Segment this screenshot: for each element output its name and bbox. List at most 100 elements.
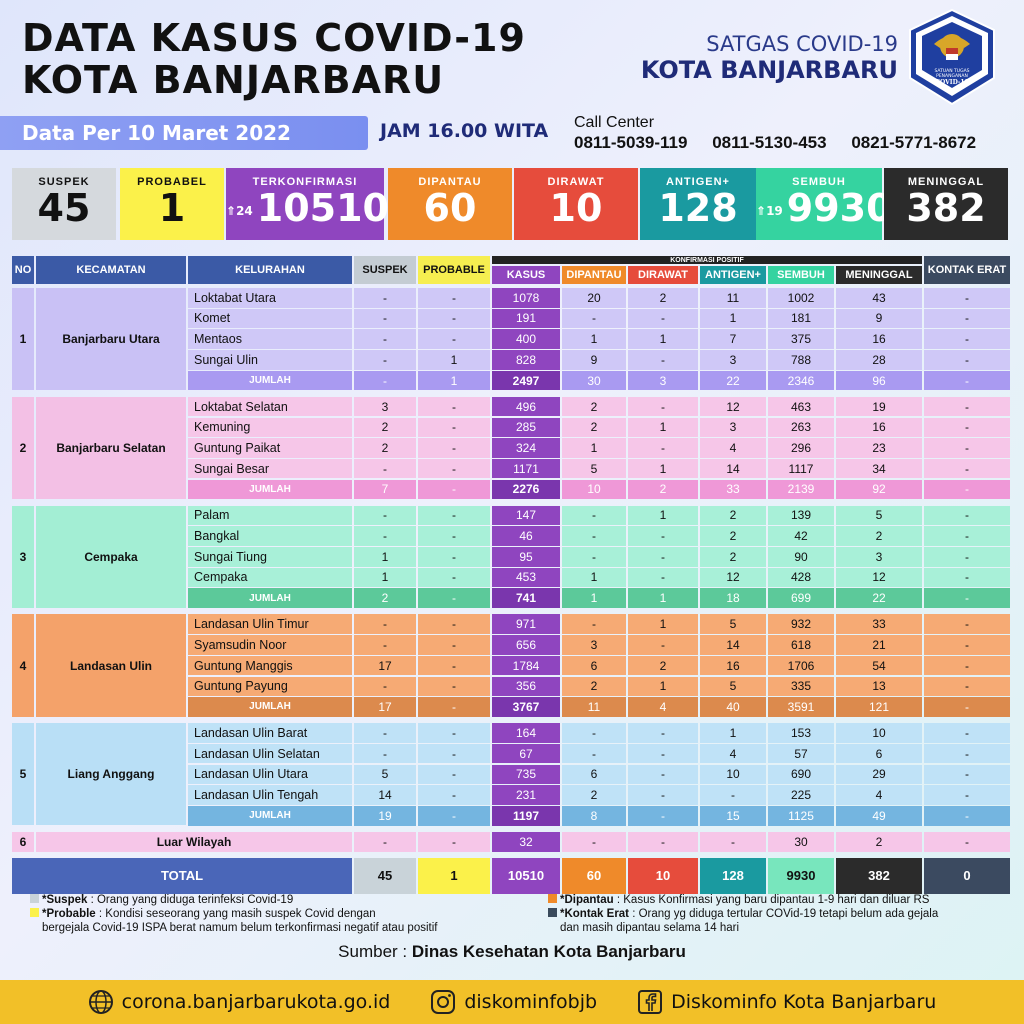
table-cell: 735	[492, 764, 560, 785]
table-cell: 153	[768, 723, 834, 743]
table-cell: 11	[700, 288, 766, 308]
table-cell: -	[418, 308, 490, 329]
footer-website[interactable]: corona.banjarbarukota.go.id	[88, 989, 390, 1015]
subtotal-cell: 2139	[768, 479, 834, 500]
table-cell: 5	[562, 458, 626, 479]
table-cell: -	[628, 832, 698, 852]
table-cell: -	[924, 526, 1010, 546]
table-cell: 1	[700, 723, 766, 743]
grand-total-cell: 9930	[768, 857, 834, 894]
svg-text:PENANGANAN: PENANGANAN	[936, 73, 968, 79]
footer-instagram-text: diskominfobjb	[464, 991, 598, 1013]
table-cell: 29	[836, 764, 922, 785]
table-cell: 6	[562, 655, 626, 676]
table-cell: 17	[354, 655, 416, 676]
column-header: KELURAHAN	[188, 256, 352, 284]
subtotal-cell: 3	[628, 370, 698, 391]
table-cell: -	[924, 396, 1010, 417]
table-cell: -	[418, 547, 490, 567]
table-cell: 1	[628, 676, 698, 696]
summary-value: 9930	[786, 186, 893, 230]
kelurahan-name: Guntung Paikat	[188, 438, 352, 458]
table-cell: -	[354, 676, 416, 696]
table-cell: -	[418, 396, 490, 417]
table-cell: -	[628, 350, 698, 370]
summary-box-sembuh: SEMBUH ⇑19 9930	[756, 168, 893, 240]
table-cell: 12	[700, 396, 766, 417]
table-cell: 1002	[768, 288, 834, 308]
subtotal-cell: 19	[354, 806, 416, 826]
table-cell: 1	[628, 458, 698, 479]
subtotal-cell: 7	[354, 479, 416, 500]
table-cell: -	[628, 438, 698, 458]
table-cell: -	[354, 329, 416, 349]
footer-facebook[interactable]: Diskominfo Kota Banjarbaru	[637, 989, 936, 1015]
summary-value: 10510	[256, 186, 389, 230]
table-cell: -	[418, 764, 490, 785]
call-center-number[interactable]: 0821-5771-8672	[851, 133, 977, 152]
table-cell: 33	[836, 614, 922, 634]
grand-total-label: TOTAL	[12, 857, 352, 894]
subtotal-cell: 8	[562, 806, 626, 826]
summary-label: DIRAWAT	[547, 176, 605, 188]
table-cell: -	[628, 743, 698, 764]
subtotal-cell: -	[418, 806, 490, 826]
table-cell: 139	[768, 505, 834, 526]
table-cell: -	[628, 547, 698, 567]
summary-label: ANTIGEN+	[666, 176, 730, 188]
table-cell: 2	[628, 288, 698, 308]
table-cell: -	[418, 655, 490, 676]
table-cell: -	[418, 526, 490, 546]
table-cell: -	[562, 723, 626, 743]
subtotal-cell: -	[924, 370, 1010, 391]
kelurahan-name: Landasan Ulin Utara	[188, 764, 352, 785]
table-cell: 2	[628, 655, 698, 676]
table-cell: 225	[768, 785, 834, 805]
subtotal-cell: 1125	[768, 806, 834, 826]
date-banner: Data Per 10 Maret 2022	[0, 116, 368, 150]
subtotal-cell: 18	[700, 588, 766, 608]
grand-total-cell: 45	[354, 857, 416, 894]
table-cell: 3	[354, 396, 416, 417]
grand-total-cell: 10	[628, 857, 698, 894]
district-name: Banjarbaru Selatan	[36, 396, 186, 500]
subtotal-cell: 1	[418, 370, 490, 391]
table-cell: -	[628, 723, 698, 743]
table-cell: 2	[354, 417, 416, 437]
call-center-number[interactable]: 0811-5039-119	[574, 133, 688, 152]
table-cell: -	[628, 526, 698, 546]
footer-instagram[interactable]: diskominfobjb	[430, 989, 597, 1015]
table-cell: 428	[768, 567, 834, 588]
table-cell: 656	[492, 635, 560, 655]
kelurahan-name: Mentaos	[188, 329, 352, 349]
kelurahan-name: Cempaka	[188, 567, 352, 588]
subtotal-cell: 10	[562, 479, 626, 500]
subtotal-cell: -	[924, 588, 1010, 608]
table-cell: 34	[836, 458, 922, 479]
table-cell: -	[418, 438, 490, 458]
table-cell: 2	[836, 832, 922, 852]
table-cell: -	[924, 567, 1010, 588]
grand-total-cell: 1	[418, 857, 490, 894]
table-cell: -	[924, 329, 1010, 349]
call-center-number[interactable]: 0811-5130-453	[712, 133, 827, 152]
source-label: Sumber :	[338, 942, 412, 961]
subtotal-label: JUMLAH	[188, 806, 352, 826]
table-cell: 32	[492, 832, 560, 852]
subtotal-cell: -	[628, 806, 698, 826]
table-cell: 42	[768, 526, 834, 546]
subtotal-cell: 3767	[492, 697, 560, 717]
subtotal-cell: 15	[700, 806, 766, 826]
table-cell: 164	[492, 723, 560, 743]
footer-facebook-text: Diskominfo Kota Banjarbaru	[671, 991, 937, 1013]
table-cell: -	[418, 567, 490, 588]
column-header: PROBABLE	[418, 256, 490, 284]
table-cell: -	[354, 350, 416, 370]
subtotal-cell: 1	[628, 588, 698, 608]
table-cell: 13	[836, 676, 922, 696]
table-cell: 54	[836, 655, 922, 676]
table-cell: 2	[354, 438, 416, 458]
table-cell: 5	[700, 676, 766, 696]
subtotal-cell: 2346	[768, 370, 834, 391]
subtotal-cell: 741	[492, 588, 560, 608]
